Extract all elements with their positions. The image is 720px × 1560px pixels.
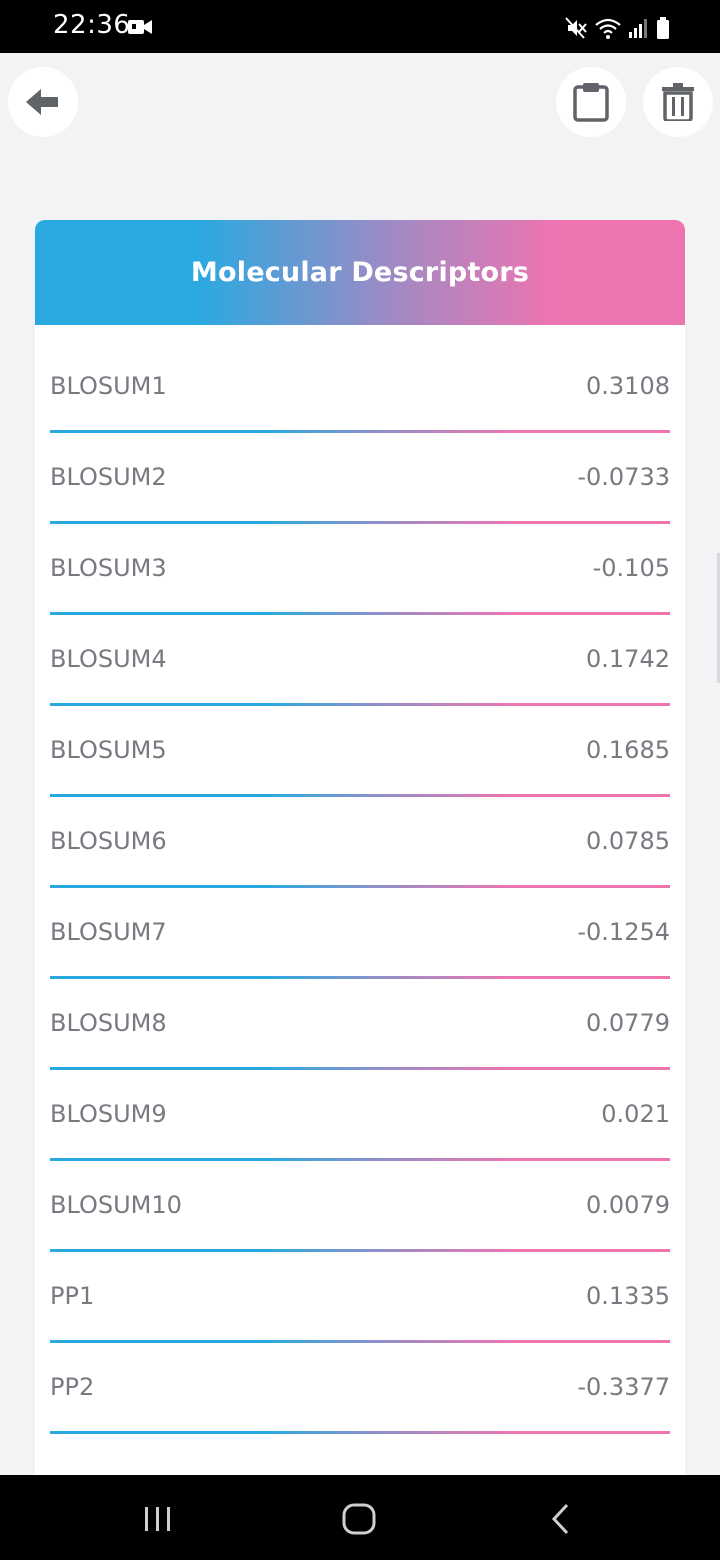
descriptor-value: 0.021 <box>601 1100 670 1128</box>
descriptor-list: BLOSUM1 0.3108 BLOSUM2 -0.0733 BLOSUM3 -0.105… <box>35 325 685 1434</box>
recents-icon <box>145 1507 170 1531</box>
status-bar: 22:36 <box>0 0 720 53</box>
descriptor-label: BLOSUM9 <box>50 1100 167 1128</box>
clipboard-button[interactable] <box>556 67 626 137</box>
descriptor-row: BLOSUM6 0.0785 <box>50 797 670 888</box>
video-recording-icon <box>128 20 152 34</box>
descriptor-row: BLOSUM4 0.1742 <box>50 615 670 706</box>
row-divider <box>50 1431 670 1434</box>
descriptor-value: 0.3108 <box>586 372 670 400</box>
back-button[interactable] <box>8 67 78 137</box>
descriptor-row: BLOSUM8 0.0779 <box>50 979 670 1070</box>
recents-button[interactable] <box>138 1499 178 1539</box>
home-button[interactable] <box>339 1499 379 1539</box>
descriptor-row: BLOSUM9 0.021 <box>50 1070 670 1161</box>
descriptor-label: BLOSUM5 <box>50 736 167 764</box>
descriptor-label: BLOSUM8 <box>50 1009 167 1037</box>
trash-icon <box>662 83 694 121</box>
descriptors-card: Molecular Descriptors BLOSUM1 0.3108 BLOSU… <box>35 220 685 1475</box>
delete-button[interactable] <box>643 67 713 137</box>
row-divider <box>50 430 670 433</box>
descriptor-row: BLOSUM7 -0.1254 <box>50 888 670 979</box>
row-divider <box>50 885 670 888</box>
descriptor-row: PP2 -0.3377 <box>50 1343 670 1434</box>
descriptor-label: BLOSUM3 <box>50 554 167 582</box>
row-divider <box>50 521 670 524</box>
scrollbar[interactable] <box>717 553 720 683</box>
row-divider <box>50 976 670 979</box>
home-icon <box>342 1503 376 1535</box>
descriptor-row: BLOSUM1 0.3108 <box>50 342 670 433</box>
nav-back-button[interactable] <box>541 1499 581 1539</box>
descriptor-value: 0.0785 <box>586 827 670 855</box>
mute-icon <box>565 17 587 39</box>
status-time: 22:36 <box>53 10 131 40</box>
card-header: Molecular Descriptors <box>35 220 685 325</box>
card-title: Molecular Descriptors <box>190 257 530 288</box>
row-divider <box>50 612 670 615</box>
descriptor-value: -0.105 <box>592 554 670 582</box>
descriptor-row: BLOSUM2 -0.0733 <box>50 433 670 524</box>
navigation-bar <box>0 1475 720 1560</box>
descriptor-label: BLOSUM4 <box>50 645 167 673</box>
status-icons <box>564 14 670 42</box>
row-divider <box>50 1249 670 1252</box>
descriptor-value: 0.1685 <box>586 736 670 764</box>
descriptor-value: 0.1742 <box>586 645 670 673</box>
descriptor-label: BLOSUM6 <box>50 827 167 855</box>
descriptor-value: -0.1254 <box>577 918 670 946</box>
descriptor-value: 0.0779 <box>586 1009 670 1037</box>
descriptor-row: BLOSUM10 0.0079 <box>50 1161 670 1252</box>
descriptor-row: BLOSUM5 0.1685 <box>50 706 670 797</box>
row-divider <box>50 1158 670 1161</box>
descriptor-row: PP1 0.1335 <box>50 1252 670 1343</box>
descriptor-label: BLOSUM1 <box>50 372 167 400</box>
descriptor-value: -0.0733 <box>577 463 670 491</box>
descriptor-value: 0.1335 <box>586 1282 670 1310</box>
arrow-left-icon <box>26 89 58 115</box>
descriptor-value: -0.3377 <box>577 1373 670 1401</box>
row-divider <box>50 1067 670 1070</box>
nav-back-icon <box>551 1503 569 1535</box>
row-divider <box>50 703 670 706</box>
row-divider <box>50 1340 670 1343</box>
clipboard-icon <box>573 83 609 122</box>
descriptor-label: BLOSUM7 <box>50 918 167 946</box>
wifi-icon <box>595 18 621 39</box>
battery-icon <box>657 17 669 39</box>
descriptor-value: 0.0079 <box>586 1191 670 1219</box>
descriptor-label: BLOSUM10 <box>50 1191 182 1219</box>
descriptor-label: PP2 <box>50 1373 95 1401</box>
app-content: Molecular Descriptors BLOSUM1 0.3108 BLOSU… <box>0 53 720 1475</box>
signal-icon <box>629 19 647 38</box>
row-divider <box>50 794 670 797</box>
descriptor-row: BLOSUM3 -0.105 <box>50 524 670 615</box>
descriptor-label: PP1 <box>50 1282 95 1310</box>
descriptor-label: BLOSUM2 <box>50 463 167 491</box>
